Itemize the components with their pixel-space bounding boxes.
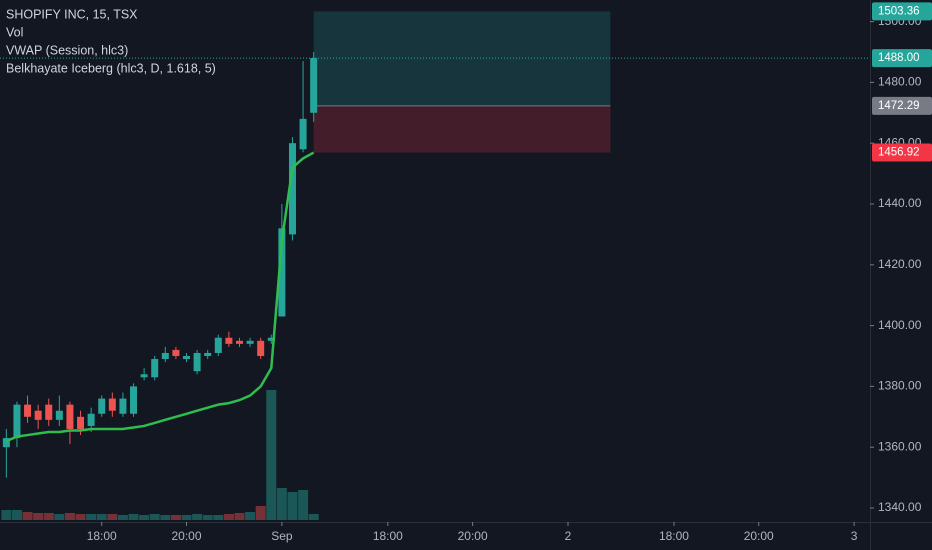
price-tag-label: 1472.29 <box>878 100 920 112</box>
candle-body <box>98 398 106 414</box>
volume-bar <box>64 513 75 520</box>
volume-bar <box>107 514 118 520</box>
x-tick-label: 3 <box>851 529 858 543</box>
volume-bar <box>213 515 224 520</box>
candle-body <box>87 413 95 426</box>
candle-body <box>34 410 42 420</box>
price-tag <box>872 143 932 162</box>
volume-bar <box>287 492 298 520</box>
volume-bar <box>75 514 86 520</box>
candle-body <box>108 398 116 411</box>
price-tag-label: 1456.92 <box>878 147 920 159</box>
y-tick-label: 1380.00 <box>878 379 922 393</box>
x-tick-label: Sep <box>271 529 293 543</box>
volume-bar <box>128 514 139 520</box>
candle-body <box>130 386 138 414</box>
x-tick-label: 18:00 <box>373 529 403 543</box>
vwap-line <box>5 151 315 443</box>
y-tick-label: 1400.00 <box>878 318 922 332</box>
legend-title: SHOPIFY INC, 15, TSX <box>6 7 138 21</box>
volume-bar <box>255 506 266 520</box>
volume-bar <box>266 390 277 520</box>
y-tick-label: 1440.00 <box>878 196 922 210</box>
candle-body <box>66 404 74 429</box>
volume-bar <box>202 515 213 520</box>
candle-body <box>278 228 286 317</box>
volume-bar <box>181 515 192 520</box>
x-tick-label: 20:00 <box>171 529 201 543</box>
x-tick-label: 18:00 <box>87 529 117 543</box>
y-tick-label: 1360.00 <box>878 439 922 453</box>
volume-bar <box>43 513 54 520</box>
candle-body <box>288 143 296 235</box>
legend-iceberg: Belkhayate Iceberg (hlc3, D, 1.618, 5) <box>6 61 216 75</box>
candle-body <box>214 337 222 353</box>
legend-volume: Vol <box>6 25 23 39</box>
stop-zone <box>313 105 611 153</box>
candle-body <box>193 352 201 372</box>
candle-body <box>55 410 63 420</box>
x-tick-label: 18:00 <box>659 529 689 543</box>
candle-body <box>172 349 180 357</box>
price-tag-label: 1488.00 <box>878 52 920 64</box>
x-tick-label: 20:00 <box>458 529 488 543</box>
candle-body <box>235 340 243 344</box>
candle-body <box>13 404 21 439</box>
candle-body <box>183 356 191 360</box>
price-tag <box>872 2 932 21</box>
candle-body <box>24 404 32 417</box>
volume-bar <box>245 512 256 520</box>
volume-bar <box>86 514 97 520</box>
legend-vwap: VWAP (Session, hlc3) <box>6 43 128 57</box>
target-zone <box>313 11 611 106</box>
volume-bar <box>22 512 33 520</box>
price-tag-label: 1503.36 <box>878 5 920 17</box>
candle-body <box>267 337 275 341</box>
candle-body <box>45 404 53 420</box>
price-tag <box>872 49 932 68</box>
volume-bar <box>192 514 203 520</box>
volume-bar <box>1 510 12 520</box>
candle-body <box>140 374 148 378</box>
x-tick-label: 20:00 <box>744 529 774 543</box>
volume-bar <box>117 515 128 520</box>
candle-body <box>151 359 159 378</box>
candle-body <box>204 352 212 357</box>
volume-bar <box>54 514 65 520</box>
candle-body <box>299 118 307 150</box>
volume-bar <box>298 490 309 520</box>
volume-bar <box>223 514 234 520</box>
candle-body <box>119 398 127 414</box>
y-tick-label: 1480.00 <box>878 75 922 89</box>
volume-bar <box>308 514 319 520</box>
candle-body <box>77 416 85 429</box>
volume-bar <box>276 488 287 520</box>
volume-bar <box>160 515 171 520</box>
y-tick-label: 1340.00 <box>878 500 922 514</box>
candle-body <box>310 58 318 113</box>
y-tick-label: 1420.00 <box>878 257 922 271</box>
x-tick-label: 2 <box>565 529 572 543</box>
candle-body <box>225 337 233 344</box>
candle-body <box>246 340 254 344</box>
volume-bar <box>11 510 22 520</box>
price-tag <box>872 96 932 115</box>
volume-bar <box>33 513 44 520</box>
volume-bar <box>234 513 245 520</box>
volume-bar <box>96 514 107 520</box>
plot <box>0 11 870 520</box>
candle-body <box>257 340 265 357</box>
volume-bar <box>149 514 160 520</box>
candle-body <box>2 438 10 448</box>
volume-bar <box>139 515 150 520</box>
candle-body <box>161 352 169 360</box>
volume-bar <box>170 515 181 520</box>
